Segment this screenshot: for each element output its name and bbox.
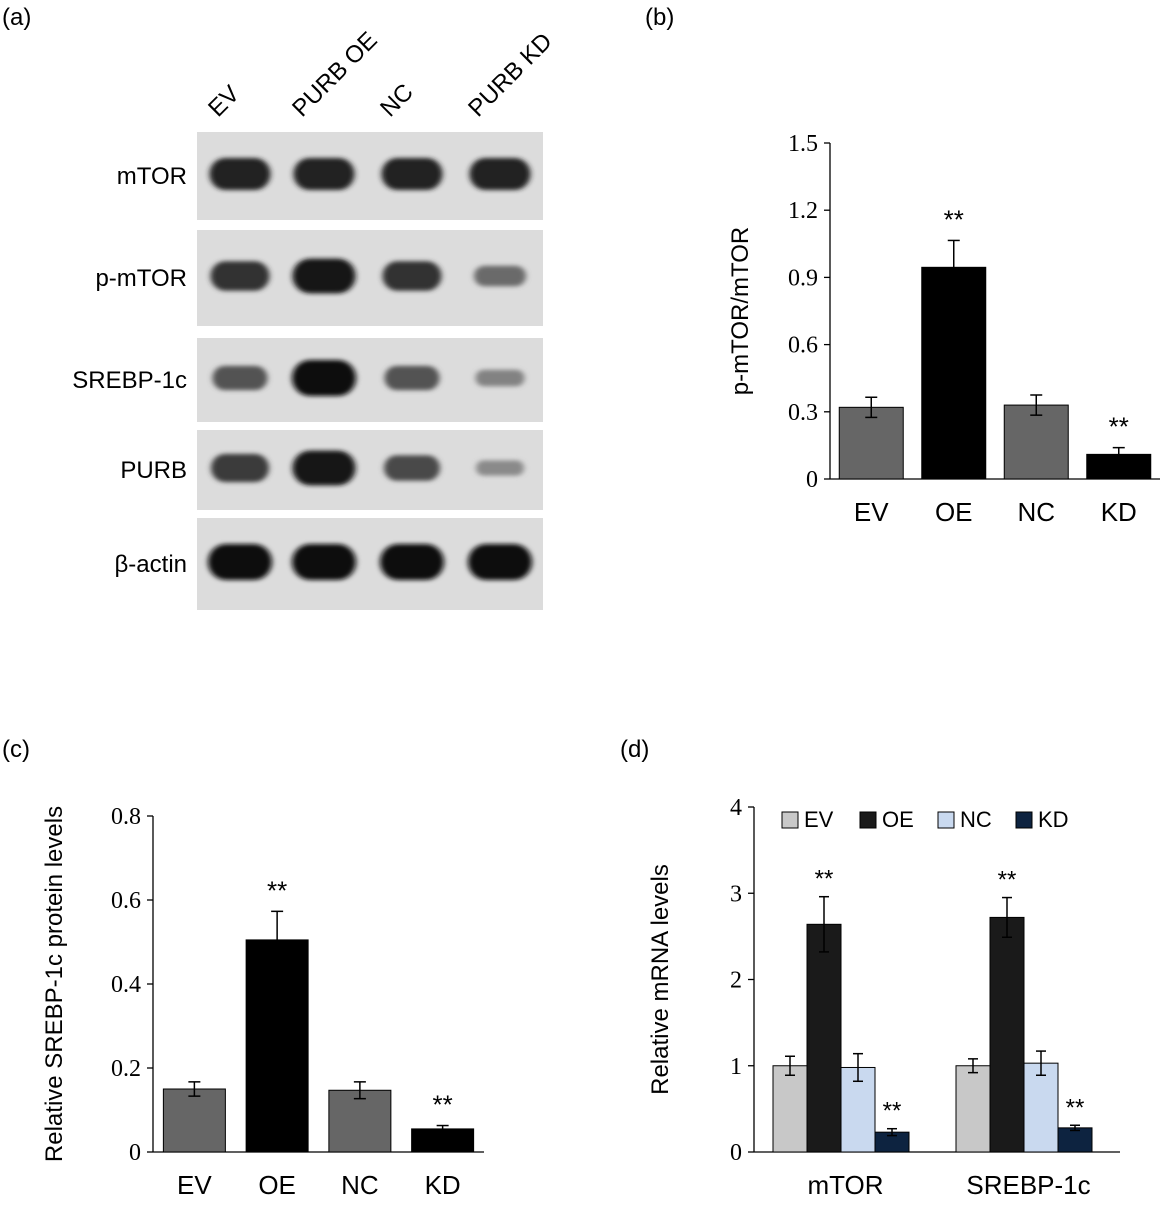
chart-c-srebp-protein: 0 0.2 0.4 0.6 0.8 Relative SREBP-1c protein l… <box>41 804 484 1200</box>
band-srebp-1c-nc <box>384 365 440 391</box>
x-tick-label-kd: KD <box>425 1170 461 1200</box>
lane-label-purb-kd: PURB KD <box>463 28 558 123</box>
band-actin-ev <box>208 544 272 580</box>
band-actin-nc <box>380 544 444 580</box>
legend-label-kd: KD <box>1038 807 1069 832</box>
legend-swatch-oe <box>859 811 877 829</box>
band-actin-purb-kd <box>468 544 532 580</box>
x-tick-label-oe: OE <box>935 497 973 527</box>
y-tick-label: 0 <box>806 467 818 493</box>
band-srebp-1c-ev <box>212 365 268 391</box>
x-tick-label-ev: EV <box>854 497 889 527</box>
y-tick-label: 1.2 <box>788 198 818 224</box>
significance-marker: ** <box>1066 1094 1085 1121</box>
y-tick-label: 0.9 <box>788 265 818 291</box>
significance-marker: ** <box>433 1090 453 1120</box>
y-tick-label: 4 <box>730 795 742 821</box>
lane-label-ev: EV <box>203 81 245 123</box>
bar-srebp-1c-kd <box>1057 1127 1093 1153</box>
x-tick-label-kd: KD <box>1101 497 1137 527</box>
panel-letter-d: (d) <box>620 736 649 763</box>
y-axis-title: Relative mRNA levels <box>647 864 674 1095</box>
x-tick-label-oe: OE <box>258 1170 296 1200</box>
x-tick-label-mtor: mTOR <box>807 1170 883 1200</box>
x-tick-label-nc: NC <box>341 1170 379 1200</box>
band-purb-ev <box>211 453 269 483</box>
blot-row-label-actin: β-actin <box>115 551 188 578</box>
band-mtor-purb-kd <box>469 157 531 191</box>
y-tick-label: 1 <box>730 1054 742 1080</box>
band-srebp-1c-purb-oe <box>292 360 356 396</box>
band-actin-purb-oe <box>292 544 356 580</box>
band-p-mtor-ev <box>210 261 270 291</box>
x-tick-label-ev: EV <box>177 1170 212 1200</box>
significance-marker: ** <box>998 867 1017 894</box>
legend-swatch-nc <box>937 811 955 829</box>
bar-mtor-oe <box>806 923 842 1153</box>
chart-b-p-mtor-ratio: 0 0.3 0.6 0.9 1.2 1.5 p-mTOR/mTOR EV ** OE NC ** KD <box>727 131 1160 527</box>
y-tick-label: 0.2 <box>111 1056 141 1082</box>
y-tick-label: 0.8 <box>111 804 141 830</box>
blot-row-label-mtor: mTOR <box>117 163 187 190</box>
lane-label-purb-oe: PURB OE <box>287 27 382 122</box>
bar-srebp-1c-ev <box>955 1065 991 1153</box>
y-tick-label: 3 <box>730 881 742 907</box>
band-srebp-1c-purb-kd <box>475 369 525 387</box>
x-tick-label-srebp-1c: SREBP-1c <box>966 1170 1090 1200</box>
significance-marker: ** <box>815 866 834 893</box>
significance-marker: ** <box>1109 412 1129 442</box>
bar-oe <box>921 266 987 480</box>
y-tick-label: 0.3 <box>788 400 818 426</box>
bar-srebp-1c-oe <box>989 916 1025 1153</box>
bar-ev <box>838 406 904 480</box>
band-p-mtor-purb-oe <box>292 258 356 294</box>
panel-letter-a: (a) <box>2 4 31 31</box>
bar-ev <box>162 1088 226 1153</box>
band-p-mtor-nc <box>382 261 442 291</box>
legend-swatch-kd <box>1015 811 1033 829</box>
y-tick-label: 2 <box>730 968 742 994</box>
bar-oe <box>245 939 309 1153</box>
band-purb-nc <box>384 455 440 481</box>
legend-label-nc: NC <box>960 807 992 832</box>
band-mtor-ev <box>209 157 271 191</box>
blot-row-label-p-mtor: p-mTOR <box>95 265 187 292</box>
bar-nc <box>328 1089 392 1153</box>
y-tick-label: 0.4 <box>111 972 141 998</box>
panel-letter-c: (c) <box>2 736 30 763</box>
lane-label-nc: NC <box>375 79 419 123</box>
significance-marker: ** <box>267 875 287 905</box>
band-purb-purb-kd <box>476 460 524 476</box>
legend-swatch-ev <box>781 811 799 829</box>
y-tick-label: 0.6 <box>111 888 141 914</box>
y-tick-label: 0 <box>730 1140 742 1166</box>
significance-marker: ** <box>883 1098 902 1125</box>
blot-row-label-purb: PURB <box>120 457 187 484</box>
panel-letter-b: (b) <box>645 4 674 31</box>
bar-srebp-1c-nc <box>1023 1062 1059 1153</box>
band-p-mtor-purb-kd <box>474 265 526 287</box>
x-tick-label-nc: NC <box>1017 497 1055 527</box>
legend-label-ev: EV <box>804 807 834 832</box>
y-tick-label: 0.6 <box>788 333 818 359</box>
band-mtor-nc <box>381 157 443 191</box>
y-axis-title: Relative SREBP-1c protein levels <box>41 806 68 1162</box>
y-tick-label: 0 <box>129 1140 141 1166</box>
y-tick-label: 1.5 <box>788 131 818 157</box>
band-mtor-purb-oe <box>293 157 355 191</box>
chart-d-mrna-levels: 0 1 2 3 4 Relative mRNA levels mTOR ** ** SREBP-1… <box>647 795 1120 1200</box>
bar-nc <box>1003 404 1069 480</box>
blot-row-label-srebp-1c: SREBP-1c <box>72 367 187 394</box>
y-axis-title: p-mTOR/mTOR <box>727 227 754 395</box>
band-purb-purb-oe <box>292 450 356 486</box>
bar-mtor-ev <box>772 1065 808 1153</box>
legend-label-oe: OE <box>882 807 914 832</box>
significance-marker: ** <box>944 204 964 234</box>
